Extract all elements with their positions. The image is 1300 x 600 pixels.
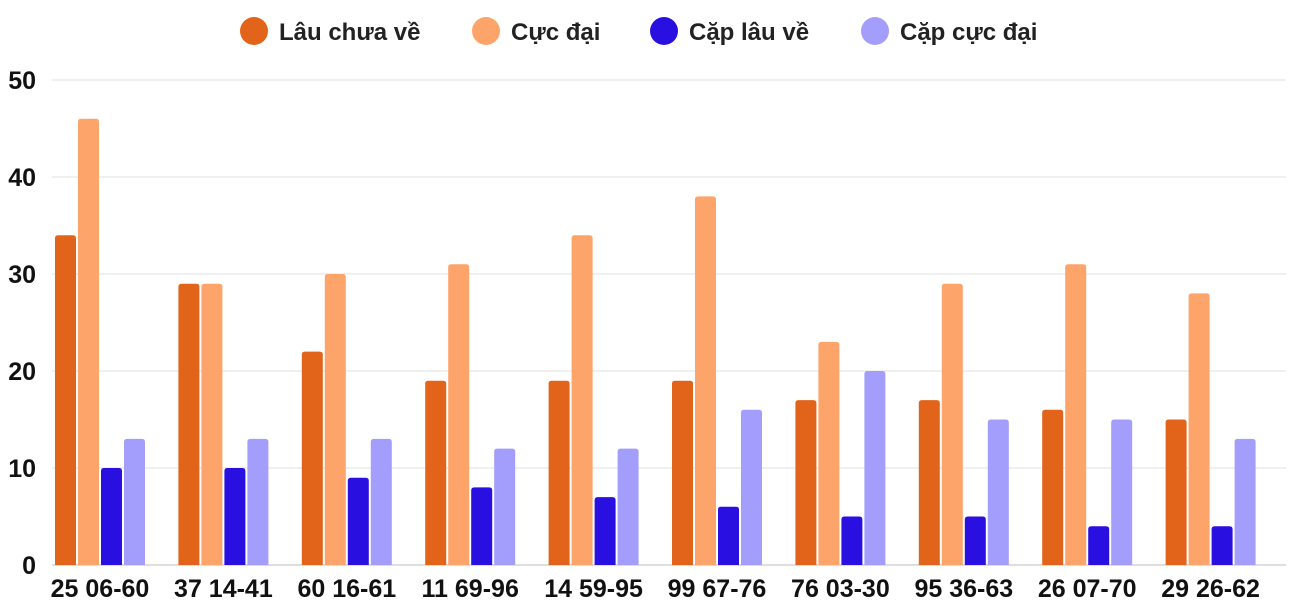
legend-label: Cặp lâu về [689,19,809,46]
x-category-label: 60 16-61 [297,575,396,600]
x-category-label: 99 67-76 [668,575,767,600]
x-category-label: 25 06-60 [51,575,150,600]
x-axis-categories: 25 06-60 37 14-41 60 16-61 11 69-96 14 59-95… [51,575,1260,600]
y-tick-label: 0 [22,552,36,580]
bar-2-10 [1188,293,1210,565]
x-category-label: 29 26-62 [1161,575,1260,600]
legend-label: Lâu chưa về [279,19,420,46]
y-tick-label: 20 [8,358,36,386]
bar-4-3 [370,438,392,565]
bar-3-2 [224,468,246,565]
bar-3-6 [718,506,739,565]
bar-3-1 [101,468,122,565]
bar-2-5 [571,235,593,565]
bar-4-8 [987,419,1009,565]
y-axis-ticks: 0 10 20 30 40 50 [8,67,36,580]
x-category-label: 95 36-63 [914,575,1013,600]
bar-2-8 [941,283,963,565]
legend-item: Cặp cực đại [861,17,1037,46]
legend-swatch [240,17,268,45]
bar-1-4 [425,380,447,565]
bar-3-3 [347,477,369,565]
bar-1-7 [795,400,817,565]
bar-2-4 [448,264,470,565]
legend-swatch [472,17,500,45]
y-tick-label: 10 [8,455,36,483]
bar-2-1 [78,118,99,566]
bar-1-8 [918,400,940,565]
bar-4-6 [741,409,762,565]
bar-1-5 [548,380,570,565]
bar-3-4 [471,487,493,565]
bar-2-3 [324,274,346,565]
bar-1-3 [301,351,323,565]
bar-4-1 [124,438,145,565]
bar-3-5 [594,497,616,565]
y-tick-label: 50 [8,67,36,95]
bar-4-2 [247,438,269,565]
y-tick-label: 30 [8,261,36,289]
y-tick-label: 40 [8,164,36,192]
bar-4-10 [1234,438,1256,565]
legend-swatch [650,17,678,45]
bars [55,118,1256,566]
bar-2-9 [1065,264,1087,565]
bar-1-6 [672,380,693,565]
legend-item: Cặp lâu về [650,17,809,46]
legend-item: Lâu chưa về [240,17,420,46]
bar-3-10 [1211,526,1233,565]
bar-2-7 [818,341,840,565]
legend-item: Cực đại [472,17,600,46]
legend-label: Cực đại [511,19,600,46]
legend-label: Cặp cực đại [900,19,1037,46]
bar-4-4 [494,448,516,565]
bar-2-2 [201,283,223,565]
bar-2-6 [695,196,716,565]
x-category-label: 37 14-41 [174,575,273,600]
bar-1-10 [1165,419,1187,565]
legend-swatch [861,17,889,45]
bar-1-2 [178,283,200,565]
bar-4-9 [1111,419,1133,565]
bar-4-7 [864,371,886,565]
x-category-label: 11 69-96 [422,575,519,600]
bar-1-1 [55,235,76,565]
bar-1-9 [1042,409,1064,565]
bar-3-9 [1088,526,1110,565]
x-category-label: 76 03-30 [791,575,890,600]
x-category-label: 26 07-70 [1038,575,1137,600]
legend: Lâu chưa về Cực đại Cặp lâu về Cặp cực đại [240,17,1037,46]
bar-4-5 [617,448,639,565]
x-category-label: 14 59-95 [544,575,643,600]
bar-3-8 [964,516,986,565]
bar-3-7 [841,516,863,565]
